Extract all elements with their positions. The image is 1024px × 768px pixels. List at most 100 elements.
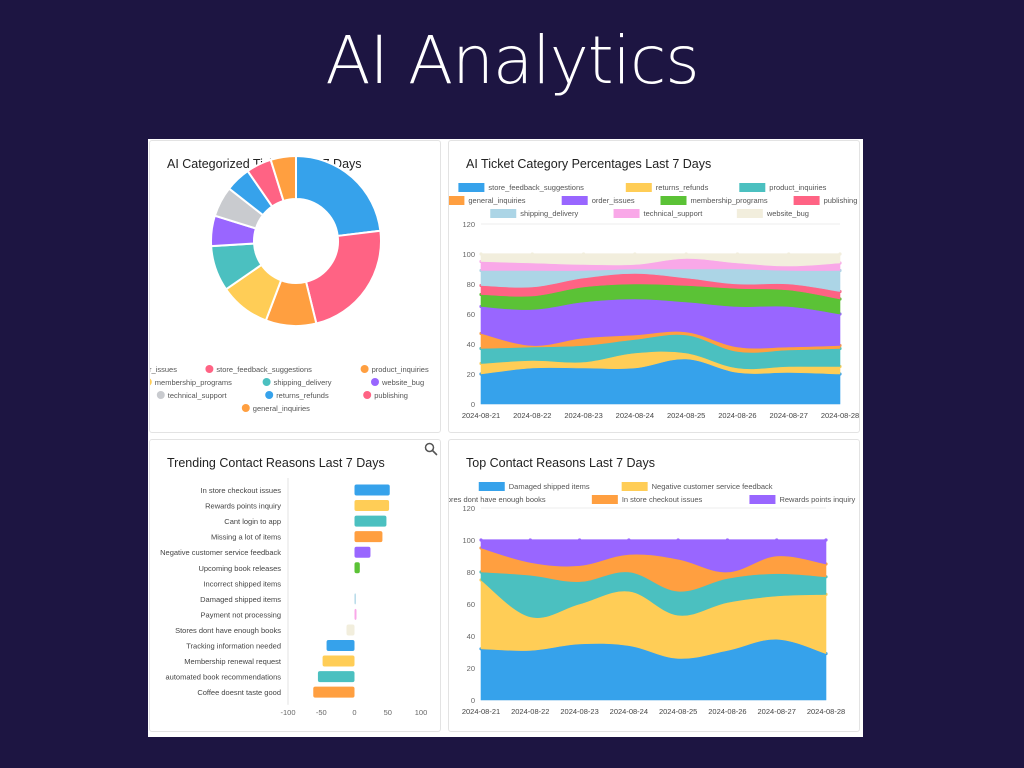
x-tick-label: 2024-08-22: [513, 411, 551, 420]
search-icon[interactable]: [424, 442, 438, 456]
donut-legend-label: order_issues: [150, 365, 177, 374]
x-tick-label: 100: [415, 708, 428, 717]
bar-damaged-shipped-items: [354, 593, 356, 605]
series-point: [581, 252, 586, 256]
bar-category-label: Tracking information needed: [186, 642, 281, 651]
donut-legend-swatch: [156, 391, 165, 399]
legend-swatch: [458, 183, 485, 192]
series-point: [775, 538, 779, 542]
donut-legend-swatch: [363, 391, 372, 399]
bar-automated-book-recommendations: [317, 671, 355, 683]
donut-legend-swatch: [265, 391, 274, 399]
donut-legend-label: publishing: [374, 391, 408, 400]
bar-category-label: Membership renewal request: [184, 657, 282, 666]
y-tick-label: 80: [467, 568, 475, 577]
x-tick-label: -100: [280, 708, 295, 717]
legend-label: product_inquiries: [769, 183, 826, 192]
series-point: [725, 538, 730, 542]
legend-swatch: [739, 183, 766, 192]
top-reasons-chart-card: Top Contact Reasons Last 7 Days 0 20 40 60 8…: [448, 439, 860, 732]
percentages-chart: 0 20 40 60 80 100 120 2024-08-21 2024-08-22 2024-…: [449, 183, 859, 420]
x-tick-label: 2024-08-26: [708, 707, 746, 716]
bar-payment-not-processing: [354, 608, 357, 620]
bar-category-label: Cant login to app: [224, 517, 281, 526]
y-tick-label: 100: [462, 250, 475, 259]
donut-legend-swatch: [205, 365, 214, 373]
x-tick-label: 2024-08-27: [770, 411, 808, 420]
trending-chart: -100 -50 0 50 100 In store checkout issues Rew…: [160, 478, 428, 717]
legend-swatch: [613, 209, 640, 218]
donut-legend-swatch: [262, 378, 271, 386]
x-tick-label: 2024-08-22: [511, 707, 549, 716]
x-tick-label: 0: [352, 708, 356, 717]
legend-label: technical_support: [644, 209, 704, 218]
legend-swatch: [449, 196, 465, 205]
x-tick-label: 2024-08-26: [718, 411, 756, 420]
bar-category-label: Stores dont have enough books: [175, 626, 281, 635]
legend-swatch: [591, 495, 618, 504]
trending-chart-card: Trending Contact Reasons Last 7 Days -10…: [149, 439, 441, 732]
bar-category-label: In store checkout issues: [201, 486, 282, 495]
legend-swatch: [736, 209, 763, 218]
legend-label: order_issues: [592, 196, 635, 205]
bar-category-label: Rewards points inquiry: [205, 502, 281, 511]
donut-legend-label: store_feedback_suggestions: [216, 365, 312, 374]
series-point: [684, 252, 688, 256]
x-tick-label: 2024-08-25: [667, 411, 705, 420]
donut-slice-order_issues: [295, 154, 382, 238]
legend-label: Stores dont have enough books: [449, 495, 546, 504]
series-point: [735, 252, 740, 256]
bar-rewards-points-inquiry: [354, 500, 390, 512]
x-tick-label: 2024-08-24: [610, 707, 648, 716]
bar-category-label: Negative customer service feedback: [160, 548, 281, 557]
y-tick-label: 0: [471, 400, 475, 409]
donut-legend-label: returns_refunds: [276, 391, 329, 400]
legend-swatch: [561, 196, 588, 205]
series-point: [479, 538, 483, 542]
y-tick-label: 120: [462, 504, 475, 513]
legend-swatch: [490, 209, 517, 218]
series-point: [577, 538, 582, 542]
x-tick-label: 50: [384, 708, 392, 717]
legend-label: Damaged shipped items: [509, 482, 590, 491]
legend-swatch: [621, 482, 648, 491]
trending-chart-title: Trending Contact Reasons Last 7 Days: [167, 456, 385, 470]
donut-legend-label: technical_support: [168, 391, 228, 400]
bar-category-label: Missing a lot of items: [211, 533, 281, 542]
bar-missing-a-lot-of-items: [354, 531, 383, 543]
x-tick-label: -50: [316, 708, 327, 717]
series-point: [676, 538, 680, 542]
donut-legend-swatch: [371, 378, 379, 386]
legend-label: website_bug: [766, 209, 809, 218]
legend-label: In store checkout issues: [622, 495, 703, 504]
bar-category-label: Damaged shipped items: [200, 595, 281, 604]
donut-legend-swatch: [241, 404, 250, 412]
y-tick-label: 60: [467, 600, 475, 609]
bar-category-label: Coffee doesnt taste good: [197, 688, 281, 697]
legend-label: general_inquiries: [468, 196, 525, 205]
legend-swatch: [478, 482, 505, 491]
donut-legend-swatch: [150, 378, 152, 386]
donut-legend-label: membership_programs: [155, 378, 232, 387]
y-tick-label: 40: [467, 340, 475, 349]
x-tick-label: 2024-08-28: [821, 411, 859, 420]
series-point: [633, 252, 637, 256]
bar-in-store-checkout-issues: [354, 484, 390, 496]
series-point: [787, 252, 791, 256]
donut-legend-label: shipping_delivery: [274, 378, 332, 387]
series-point: [838, 252, 842, 256]
x-tick-label: 2024-08-28: [807, 707, 845, 716]
bar-upcoming-book-releases: [354, 562, 360, 574]
y-tick-label: 40: [467, 632, 475, 641]
legend-label: publishing: [824, 196, 858, 205]
x-tick-label: 2024-08-23: [560, 707, 598, 716]
series-point: [479, 252, 483, 256]
percentages-chart-title: AI Ticket Category Percentages Last 7 Da…: [466, 157, 712, 171]
x-tick-label: 2024-08-24: [616, 411, 654, 420]
y-tick-label: 0: [471, 696, 475, 705]
x-tick-label: 2024-08-27: [758, 707, 796, 716]
percentages-chart-card: AI Ticket Category Percentages Last 7 Da…: [448, 140, 860, 433]
x-tick-label: 2024-08-21: [462, 411, 500, 420]
page-title: AI Analytics: [325, 22, 699, 99]
legend-label: Rewards points inquiry: [779, 495, 855, 504]
